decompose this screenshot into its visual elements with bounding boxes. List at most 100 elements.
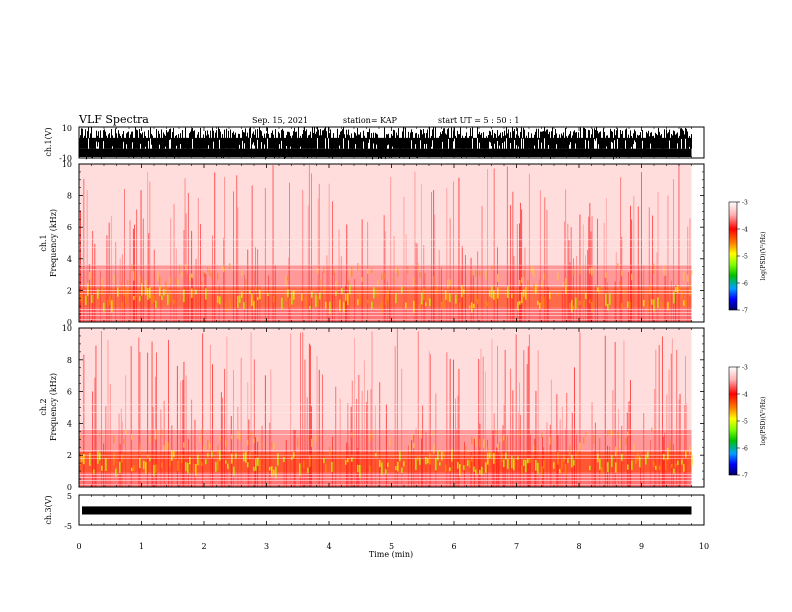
- spectrogram-hotspot: [81, 454, 83, 462]
- spectrogram-hotspot: [557, 292, 559, 297]
- waveform-spike: [677, 132, 678, 144]
- spectrogram-hotspot: [207, 440, 209, 450]
- spectrogram-hotspot: [563, 282, 565, 288]
- spectrogram-hotspot: [463, 289, 465, 294]
- waveform-spike: [134, 137, 135, 156]
- spectrogram-hotspot: [589, 299, 591, 304]
- spectrogram-hotspot: [423, 288, 425, 300]
- spectrogram-hotspot: [397, 461, 399, 472]
- spectrogram-hotspot: [629, 301, 631, 312]
- spectrogram-streak: [561, 406, 563, 487]
- waveform-spike: [269, 137, 270, 149]
- spectrogram-hotspot: [371, 267, 373, 273]
- spectrogram-hotspot: [339, 299, 341, 312]
- spectrogram-hotspot: [571, 300, 573, 313]
- waveform-spike: [574, 130, 575, 149]
- spectrogram-streak: [194, 419, 196, 487]
- spectrogram-streak: [92, 230, 94, 322]
- spectrogram-hotspot: [553, 462, 555, 469]
- waveform-spike: [124, 137, 125, 153]
- spectrogram-hotspot: [175, 277, 177, 285]
- spectrogram-streak: [308, 164, 310, 322]
- spectrogram-hotspot: [325, 301, 327, 309]
- spectrogram-hotspot: [557, 272, 559, 281]
- spectrogram-streak: [615, 252, 617, 322]
- waveform-spike: [392, 135, 393, 147]
- spectrogram-hotspot: [519, 300, 521, 305]
- waveform-spike: [80, 135, 81, 149]
- spectrogram-hotspot: [333, 268, 335, 275]
- waveform-spike: [497, 130, 498, 141]
- waveform-spike: [179, 137, 180, 149]
- spectrogram-hotspot: [427, 458, 429, 464]
- waveform-spike: [123, 130, 124, 142]
- spectrogram-hotspot: [257, 297, 259, 301]
- spectrogram-streak: [338, 229, 340, 322]
- spectrogram-streak: [106, 235, 108, 322]
- waveform-spike: [423, 128, 424, 149]
- spectrogram-hotspot: [209, 443, 211, 449]
- spectrogram-streak: [495, 447, 497, 487]
- spectrogram-streak: [423, 245, 425, 322]
- waveform-spike: [221, 137, 222, 158]
- spectrogram-hotspot: [465, 446, 467, 454]
- spectrogram-hotspot: [247, 462, 249, 468]
- xtick-label: 1: [139, 542, 144, 551]
- spectrogram-streak: [559, 419, 561, 487]
- spectrogram-hotspot: [653, 263, 655, 274]
- waveform-spike: [410, 132, 411, 149]
- spectrogram-hotspot: [663, 265, 665, 276]
- spectrogram-hotspot: [565, 284, 567, 294]
- waveform-spike: [666, 129, 667, 149]
- waveform-spike: [564, 137, 565, 154]
- ch3-waveform-panel: 5 -5 ch.3(V): [44, 492, 705, 531]
- waveform-spike: [185, 127, 186, 149]
- waveform-spike: [426, 133, 427, 144]
- spectrogram-streak: [270, 369, 272, 487]
- waveform-spike: [318, 129, 319, 149]
- spectrogram-hotspot: [441, 301, 443, 311]
- spectrogram-band: [79, 307, 692, 322]
- waveform-spike: [662, 137, 663, 152]
- spectrogram-hotspot: [381, 273, 383, 281]
- waveform-spike: [463, 137, 464, 157]
- spectrogram-streak: [604, 335, 606, 487]
- spectrogram-hotspot: [413, 300, 415, 314]
- waveform-spike: [416, 132, 417, 149]
- spectrogram-streak: [120, 408, 122, 487]
- spectrogram-hotspot: [523, 270, 525, 277]
- spectrogram-hotspot: [427, 296, 429, 301]
- spectrogram-hotspot: [99, 432, 101, 437]
- spectrogram-streak: [261, 425, 263, 487]
- waveform-spike: [594, 128, 595, 140]
- spectrogram-hotspot: [273, 443, 275, 450]
- waveform-spike: [535, 131, 536, 149]
- ch2-colorbar-tick-label: -5: [742, 419, 748, 426]
- spectrogram-streak: [248, 419, 250, 487]
- waveform-spike: [312, 127, 313, 149]
- waveform-spike: [222, 134, 223, 149]
- waveform-spike: [481, 133, 482, 149]
- spectrogram-hotspot: [475, 269, 477, 277]
- waveform-spike: [460, 127, 461, 149]
- spectrogram-streak: [498, 453, 499, 487]
- spectrogram-streak: [585, 255, 586, 322]
- spectrogram-hotspot: [191, 273, 193, 278]
- ch2-colorbar-tick-label: -3: [742, 365, 748, 372]
- waveform-spike: [208, 134, 209, 146]
- waveform-spike: [561, 133, 562, 149]
- spectrogram-streak: [385, 404, 387, 487]
- waveform-spike: [144, 131, 145, 149]
- spectrogram-hotspot: [475, 437, 477, 447]
- waveform-spike: [361, 137, 362, 153]
- waveform-spike: [360, 132, 361, 149]
- xtick-label: 6: [451, 542, 456, 551]
- waveform-spike: [197, 134, 198, 149]
- spectrogram-hotspot: [473, 466, 475, 472]
- spectrogram-hotspot: [203, 445, 205, 451]
- spectrogram-streak: [537, 350, 539, 487]
- spectrogram-streak: [332, 436, 333, 487]
- waveform-spike: [570, 131, 571, 143]
- waveform-spike: [379, 137, 380, 157]
- spectrogram-hotspot: [253, 438, 255, 444]
